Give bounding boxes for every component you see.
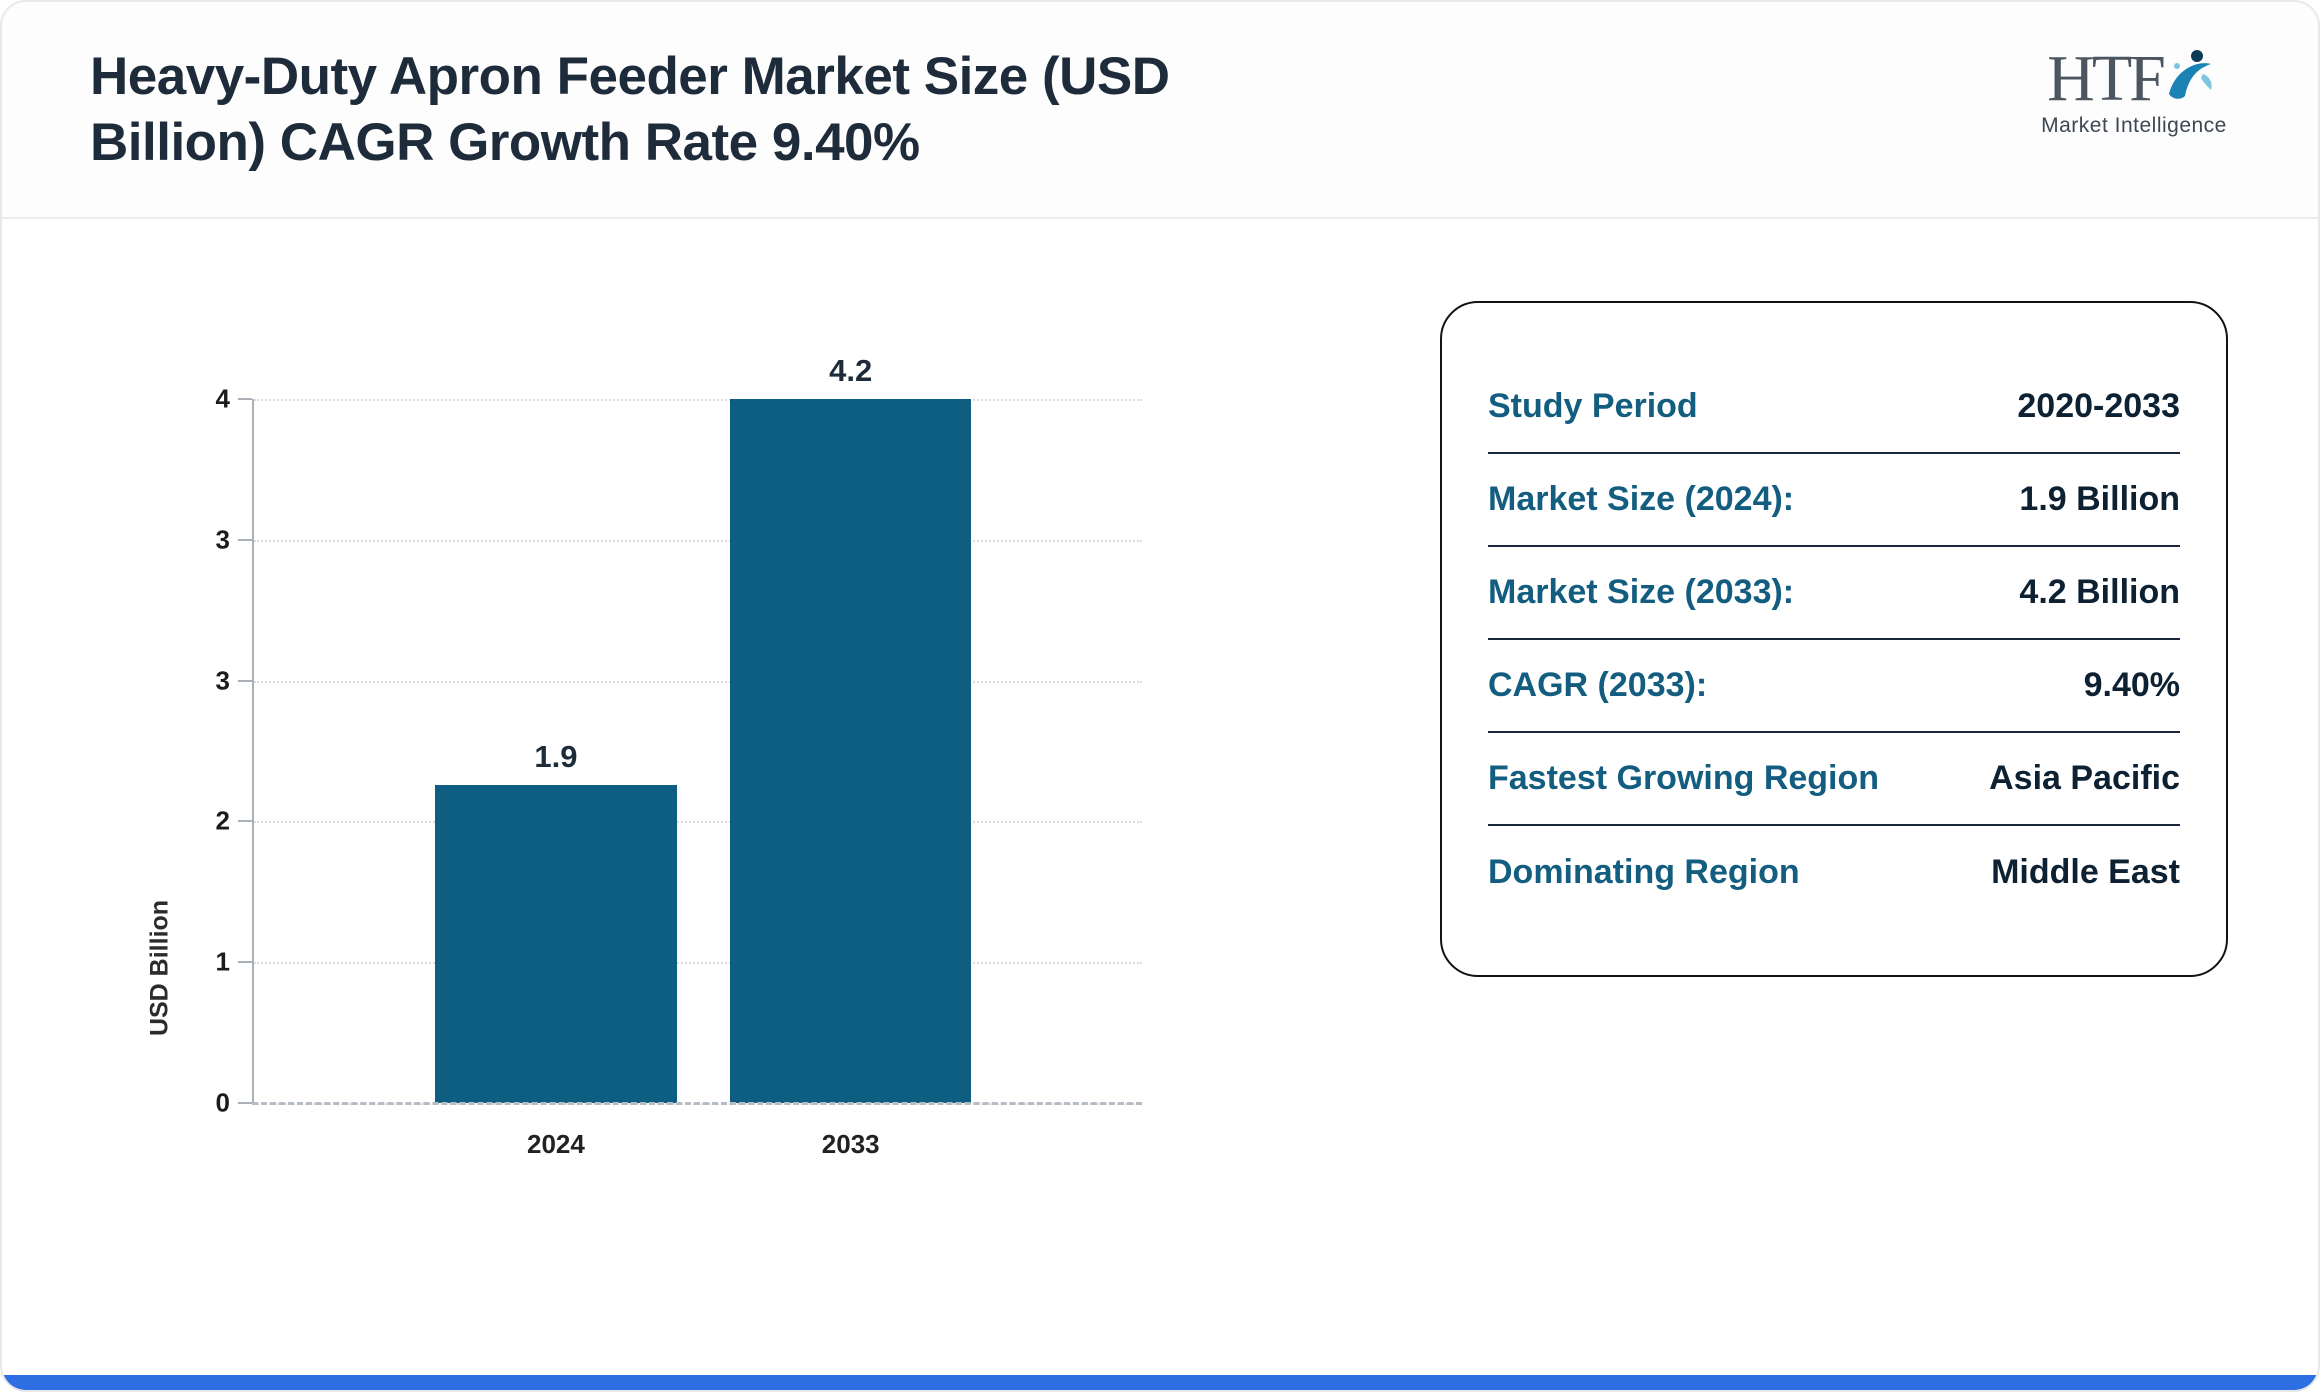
card-row-value: 9.40% [2083,666,2180,704]
logo-row: HTF [2034,46,2234,112]
card-row: Study Period 2020-2033 [1488,361,2180,454]
bar-value-label: 4.2 [829,353,873,388]
card-row-value: 1.9 Billion [2019,480,2180,518]
card-row: Dominating Region Middle East [1488,826,2180,919]
gridline [254,539,1142,542]
htf-logo: HTF Market Intelligence [2034,46,2234,138]
footer-accent-bar [2,1375,2318,1390]
card-row-label: Fastest Growing Region [1488,759,1880,797]
card-row-label: Market Size (2033): [1488,573,1795,611]
gridline [254,399,1142,401]
card-row-value: Middle East [1991,853,2180,891]
y-tick-label: 0 [215,1087,230,1118]
bar-2033: 4.2 [729,353,972,1103]
y-tick-mark [238,679,252,682]
summary-card: Study Period 2020-2033 Market Size (2024):… [1440,301,2228,977]
x-axis-labels: 2024 2033 [254,1123,1142,1167]
page-title: Heavy-Duty Apron Feeder Market Size (USD… [2,2,2318,176]
card-row: Market Size (2024): 1.9 Billion [1488,454,2180,547]
logo-subtitle: Market Intelligence [2041,114,2227,137]
card-row: Market Size (2033): 4.2 Billion [1488,547,2180,640]
summary-card-rows: Study Period 2020-2033 Market Size (2024):… [1488,361,2180,919]
y-axis-line [252,399,254,1103]
title-line-2: Billion) CAGR Growth Rate 9.40% [90,113,920,172]
y-tick-label: 3 [215,524,230,555]
x-axis-baseline [252,1102,1142,1105]
y-tick-label: 4 [215,383,230,414]
logo-swoosh-person-icon [2168,50,2212,99]
gridline [254,680,1142,683]
card-row-label: CAGR (2033): [1488,666,1708,704]
card-row-value: 2020-2033 [2017,387,2180,425]
card-row: Fastest Growing Region Asia Pacific [1488,733,2180,826]
y-tick-mark [238,961,252,964]
card-row-label: Market Size (2024): [1488,480,1795,518]
y-tick-mark [238,398,252,400]
y-tick-mark [238,1102,252,1104]
y-tick-label: 1 [215,946,230,977]
card-row-label: Study Period [1488,387,1698,425]
header: Heavy-Duty Apron Feeder Market Size (USD… [2,2,2318,219]
y-tick-label: 3 [215,665,230,696]
card-row: CAGR (2033): 9.40% [1488,640,2180,733]
plot-area: 4 3 3 2 1 0 1.9 4.2 [216,353,1142,1118]
y-tick-label: 2 [215,805,230,836]
gridline [254,821,1142,824]
y-tick-mark [238,820,252,823]
bar-2024: 1.9 [435,739,677,1103]
x-tick-label: 2024 [526,1129,585,1159]
x-tick-label: 2033 [821,1129,880,1159]
bar-value-label: 1.9 [534,738,578,774]
bar-chart: USD Billion 4 3 3 2 1 0 1.9 4.2 2024 2033 [2,219,1242,1390]
y-tick-mark [238,538,252,541]
card-row-value: Asia Pacific [1989,759,2180,797]
y-axis-title: USD Billion [145,899,174,1037]
card-row-value: 4.2 Billion [2019,573,2180,611]
gridline [254,962,1142,965]
logo-text: HTF [2047,42,2166,115]
title-line-1: Heavy-Duty Apron Feeder Market Size (USD [90,47,1170,106]
card-row-label: Dominating Region [1488,853,1800,891]
